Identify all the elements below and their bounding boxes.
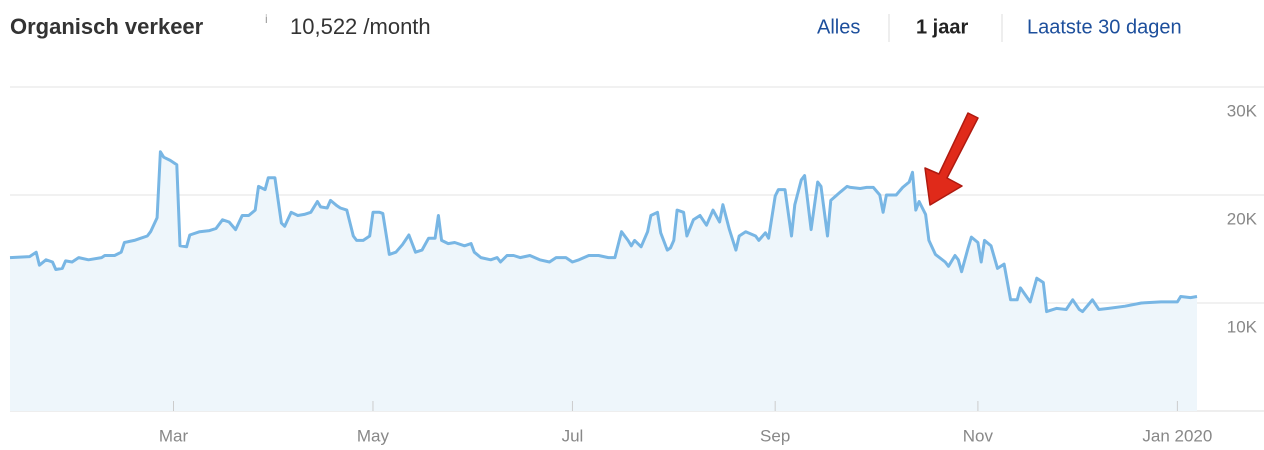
x-tick-label: Jan 2020: [1142, 426, 1212, 445]
x-tick-label: Mar: [159, 426, 189, 445]
x-tick-label: May: [357, 426, 390, 445]
x-tick-label: Jul: [562, 426, 584, 445]
traffic-total: 10,522 /month: [290, 14, 431, 39]
range-30-days[interactable]: Laatste 30 dagen: [1027, 16, 1182, 38]
range-year[interactable]: 1 jaar: [916, 16, 968, 38]
x-tick-label: Nov: [963, 426, 994, 445]
range-all[interactable]: Alles: [817, 16, 860, 38]
traffic-line: [9, 150, 1198, 314]
x-tick-label: Sep: [760, 426, 790, 445]
y-tick-label: 20K: [1227, 209, 1258, 228]
y-tick-label: 30K: [1227, 101, 1258, 120]
title: Organisch verkeer: [10, 14, 204, 39]
y-tick-label: 10K: [1227, 317, 1258, 336]
plot: 10K 20K 30K Mar May Jul Sep Nov Jan 2020: [9, 86, 1264, 445]
info-icon[interactable]: i: [265, 12, 268, 26]
annotation-arrow: [924, 112, 979, 206]
arrow: [924, 112, 979, 206]
area-fill: [10, 151, 1197, 412]
